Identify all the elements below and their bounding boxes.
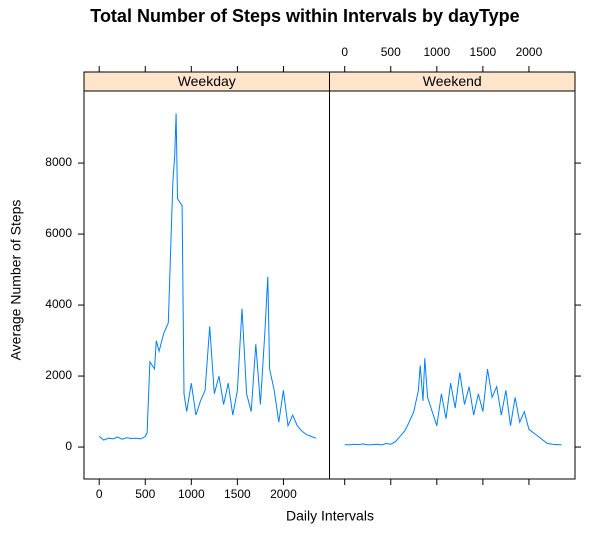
x-tick-label: 1500 (224, 487, 251, 501)
y-tick-label: 2000 (45, 368, 72, 382)
x-tick-label: 500 (135, 487, 155, 501)
y-tick-label: 4000 (45, 297, 72, 311)
x-tick-label: 0 (341, 45, 348, 59)
x-axis-label: Daily Intervals (286, 508, 374, 524)
x-tick-label: 1000 (423, 45, 450, 59)
x-tick-label: 500 (381, 45, 401, 59)
x-tick-label: 2000 (516, 45, 543, 59)
chart-title: Total Number of Steps within Intervals b… (90, 6, 519, 26)
strip-label: Weekday (178, 73, 236, 89)
strip-label: Weekend (423, 73, 482, 89)
panel (83, 90, 330, 480)
data-line (344, 358, 562, 446)
panel (329, 90, 576, 480)
x-tick-label: 1500 (470, 45, 497, 59)
x-tick-label: 1000 (178, 487, 205, 501)
x-tick-label: 0 (96, 487, 103, 501)
x-tick-label: 2000 (270, 487, 297, 501)
data-line (98, 113, 317, 441)
y-tick-label: 0 (65, 439, 72, 453)
y-tick-label: 6000 (45, 226, 72, 240)
y-tick-label: 8000 (45, 155, 72, 169)
y-axis-label: Average Number of Steps (8, 200, 24, 361)
